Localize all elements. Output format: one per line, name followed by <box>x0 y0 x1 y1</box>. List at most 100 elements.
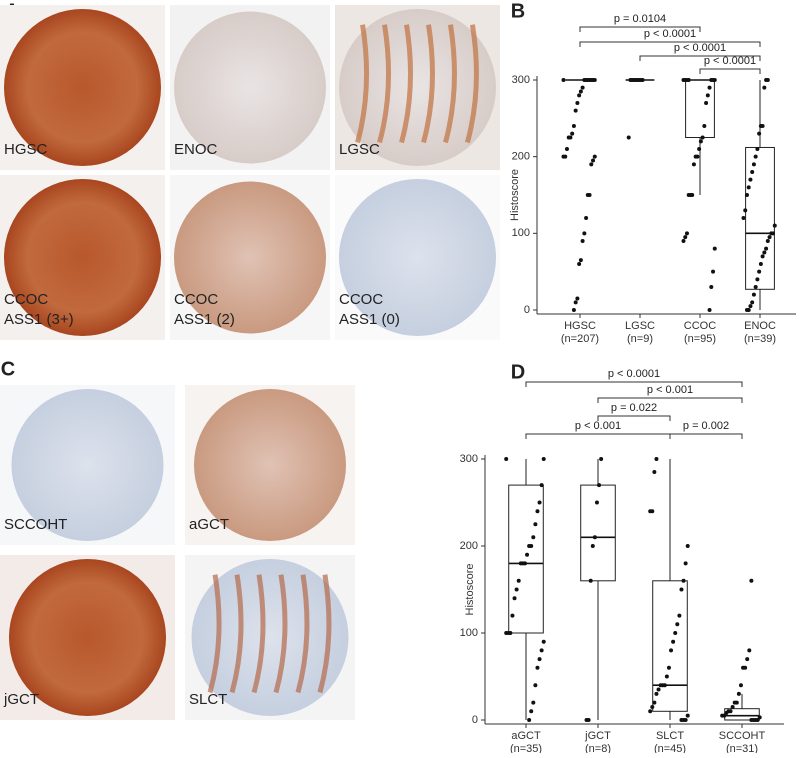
data-point <box>588 578 593 583</box>
x-tick-label: SCCOHT <box>719 730 766 742</box>
data-point <box>738 683 743 688</box>
data-point <box>707 85 712 90</box>
data-point <box>570 131 575 136</box>
data-point <box>758 124 763 128</box>
data-point <box>585 193 590 197</box>
stain-streak <box>317 574 332 694</box>
data-point <box>683 235 688 240</box>
significance-bracket <box>699 68 761 74</box>
tissue-core <box>339 179 496 336</box>
data-point <box>744 193 749 197</box>
data-point <box>704 101 709 105</box>
data-point <box>748 177 753 182</box>
data-point <box>681 78 686 82</box>
y-tick-label: 100 <box>512 227 530 239</box>
data-point <box>539 483 544 488</box>
p-value: p < 0.0001 <box>644 28 696 40</box>
n-label: (n=95) <box>684 333 716 345</box>
data-point <box>652 700 657 705</box>
data-point <box>757 131 762 136</box>
data-point <box>626 135 631 140</box>
data-point <box>573 108 578 113</box>
x-tick-label: jGCT <box>584 730 611 742</box>
p-value: p = 0.002 <box>683 420 729 432</box>
data-point <box>571 124 576 128</box>
significance-bracket <box>597 415 671 421</box>
data-point <box>720 713 725 718</box>
data-point <box>535 665 540 670</box>
n-label: (n=9) <box>627 333 653 345</box>
y-tick-label: 100 <box>460 627 478 639</box>
stain-streak <box>399 24 413 144</box>
x-tick-label: ENOC <box>744 320 776 332</box>
tile-label: CCOC <box>339 291 383 308</box>
data-point <box>671 639 676 644</box>
y-tick-label: 300 <box>460 453 478 465</box>
data-point <box>749 718 754 722</box>
data-point <box>693 154 698 159</box>
data-point <box>582 78 587 82</box>
data-point <box>531 535 536 540</box>
data-point <box>531 700 536 705</box>
data-point <box>741 216 746 220</box>
data-point <box>518 561 523 566</box>
data-point <box>628 78 633 82</box>
data-point <box>712 246 717 251</box>
box <box>745 146 775 290</box>
data-point <box>577 262 582 266</box>
data-point <box>684 231 689 236</box>
y-tick-label: 0 <box>524 304 530 316</box>
n-label: (n=207) <box>561 333 599 345</box>
box <box>652 580 688 712</box>
p-value: p < 0.0001 <box>674 42 726 54</box>
data-point <box>541 457 546 461</box>
data-point <box>750 300 755 305</box>
data-point <box>685 544 690 548</box>
tile-label: HGSC <box>4 141 48 158</box>
p-value: p < 0.001 <box>575 420 621 432</box>
data-point <box>681 578 686 583</box>
data-point <box>541 639 546 644</box>
p-value: p < 0.0001 <box>704 55 756 67</box>
stain-streak <box>421 24 435 144</box>
n-label: (n=35) <box>510 743 542 753</box>
data-point <box>732 700 737 705</box>
data-point <box>592 154 597 159</box>
tissue-core <box>191 559 349 716</box>
tissue-core <box>194 389 346 541</box>
data-point <box>561 78 566 82</box>
x-tick-label: LGSC <box>625 320 655 332</box>
tissue-core <box>339 9 496 166</box>
data-point <box>537 500 542 505</box>
data-point <box>698 139 703 144</box>
data-point <box>736 691 741 696</box>
data-point <box>758 262 763 266</box>
data-point <box>561 154 566 159</box>
data-point <box>580 239 585 243</box>
data-point <box>751 162 756 167</box>
tile-label: CCOC <box>174 291 218 308</box>
y-tick-label: 300 <box>512 74 530 86</box>
data-point <box>755 147 760 151</box>
tile-label: ENOC <box>174 141 218 158</box>
data-point <box>589 162 594 167</box>
p-value: p = 0.022 <box>611 402 657 414</box>
data-point <box>677 613 682 618</box>
tile-label: jGCT <box>3 691 39 708</box>
tile-label: ASS1 (3+) <box>4 311 74 328</box>
data-point <box>709 285 714 289</box>
stain-streak <box>377 24 391 144</box>
x-tick-label: HGSC <box>564 320 596 332</box>
data-point <box>584 718 589 722</box>
tissue-core <box>174 11 326 164</box>
data-point <box>599 457 604 461</box>
data-point <box>743 208 748 213</box>
data-point <box>571 308 576 312</box>
significance-bracket <box>579 41 761 47</box>
tile-label: LGSC <box>339 141 380 158</box>
stain-streak <box>443 24 457 144</box>
data-point <box>592 535 597 540</box>
y-tick-label: 200 <box>512 151 530 163</box>
tissue-core <box>9 559 166 716</box>
